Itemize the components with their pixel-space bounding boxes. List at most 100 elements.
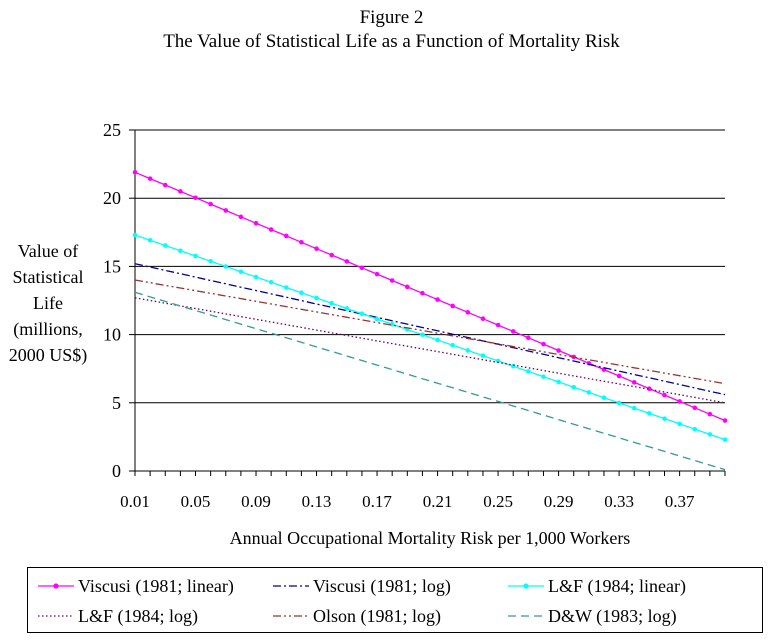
x-tick-label: 0.21 xyxy=(423,492,453,511)
data-point xyxy=(329,300,334,306)
series-line xyxy=(134,171,726,422)
y-axis-label-line: 2000 US$) xyxy=(8,345,88,365)
data-point xyxy=(223,264,229,269)
x-tick-label: 0.05 xyxy=(181,492,211,511)
data-point xyxy=(299,240,304,245)
series-line xyxy=(134,291,726,471)
legend-label: L&F (1984; linear) xyxy=(548,576,686,596)
data-point xyxy=(132,232,138,238)
data-point xyxy=(253,274,259,280)
y-axis-label-line: Statistical xyxy=(12,267,84,287)
y-axis-label-line: Life xyxy=(33,293,63,313)
data-point xyxy=(420,332,425,338)
data-point xyxy=(556,379,561,385)
legend-swatch xyxy=(508,615,544,617)
data-point xyxy=(147,237,153,243)
data-point xyxy=(283,285,289,290)
data-point xyxy=(238,214,244,220)
data-point xyxy=(662,416,667,421)
data-point xyxy=(722,418,728,423)
data-point xyxy=(692,405,698,411)
x-tick-label: 0.25 xyxy=(483,492,513,511)
x-tick-label: 0.29 xyxy=(544,492,574,511)
data-point xyxy=(344,306,350,311)
data-point xyxy=(162,243,168,248)
figure-number: Figure 2 xyxy=(359,7,424,28)
y-tick-label: 0 xyxy=(112,461,121,481)
legend-swatch xyxy=(38,583,74,589)
y-tick-label: 5 xyxy=(112,393,121,413)
data-point xyxy=(132,169,138,175)
data-point xyxy=(450,303,455,309)
data-point xyxy=(662,392,667,398)
data-point xyxy=(389,321,395,327)
data-point xyxy=(707,411,713,417)
data-point xyxy=(283,233,289,239)
data-point xyxy=(178,248,183,254)
data-point xyxy=(299,290,304,296)
data-point xyxy=(450,342,455,348)
series-line xyxy=(134,234,726,441)
chart-title: The Value of Statistical Life as a Funct… xyxy=(163,31,620,52)
series-line xyxy=(134,263,726,396)
legend-label: Olson (1981; log) xyxy=(313,606,441,626)
data-point xyxy=(707,432,713,437)
data-point xyxy=(178,189,183,194)
legend-label: Viscusi (1981; log) xyxy=(313,576,451,596)
legend-marker xyxy=(53,583,59,589)
data-point xyxy=(389,278,395,283)
data-point xyxy=(374,316,380,322)
data-point xyxy=(556,348,561,353)
data-point xyxy=(208,201,213,207)
data-point xyxy=(526,335,531,341)
y-axis-label-line: (millions, xyxy=(13,319,83,339)
chart-legend: Viscusi (1981; linear) Viscusi (1981; lo… xyxy=(27,567,763,633)
data-point xyxy=(586,390,592,395)
data-point xyxy=(601,395,607,400)
x-tick-label: 0.37 xyxy=(665,492,695,511)
x-tick-label: 0.01 xyxy=(120,492,150,511)
data-point xyxy=(541,374,546,379)
x-tick-label: 0.33 xyxy=(604,492,634,511)
data-point xyxy=(571,384,577,390)
data-point xyxy=(344,259,350,264)
data-point xyxy=(631,405,637,411)
y-tick-label: 20 xyxy=(103,188,121,208)
data-point xyxy=(495,322,501,328)
y-tick-label: 15 xyxy=(103,256,121,276)
data-point xyxy=(314,246,319,251)
series-line xyxy=(134,297,726,404)
data-point xyxy=(329,252,334,258)
y-axis-label-line: Value of xyxy=(17,241,79,261)
data-point xyxy=(238,269,244,275)
y-axis-label: Value of Statistical Life (millions, 200… xyxy=(2,238,94,368)
data-point xyxy=(616,373,622,379)
data-point xyxy=(480,353,486,358)
data-point xyxy=(193,253,198,259)
x-tick-label: 0.13 xyxy=(302,492,332,511)
data-point xyxy=(677,421,682,427)
data-point xyxy=(465,310,471,315)
data-point xyxy=(647,386,652,392)
data-point xyxy=(193,195,198,201)
x-axis-label: Annual Occupational Mortality Risk per 1… xyxy=(229,528,631,548)
series-line xyxy=(134,279,726,385)
data-point xyxy=(359,265,365,271)
legend-marker xyxy=(523,583,529,589)
data-point xyxy=(480,316,486,321)
legend-label: Viscusi (1981; linear) xyxy=(78,576,234,596)
data-point xyxy=(208,258,213,264)
data-point xyxy=(268,279,274,285)
legend-swatch xyxy=(38,615,74,617)
data-point xyxy=(268,227,274,232)
data-point xyxy=(647,411,652,416)
data-point xyxy=(435,337,440,343)
legend-swatch xyxy=(273,585,309,587)
data-point xyxy=(541,341,546,347)
data-point xyxy=(526,369,531,374)
x-tick-label: 0.17 xyxy=(362,492,392,511)
data-point xyxy=(435,297,440,302)
data-point xyxy=(314,295,319,301)
data-point xyxy=(616,400,622,406)
data-point xyxy=(405,284,410,290)
